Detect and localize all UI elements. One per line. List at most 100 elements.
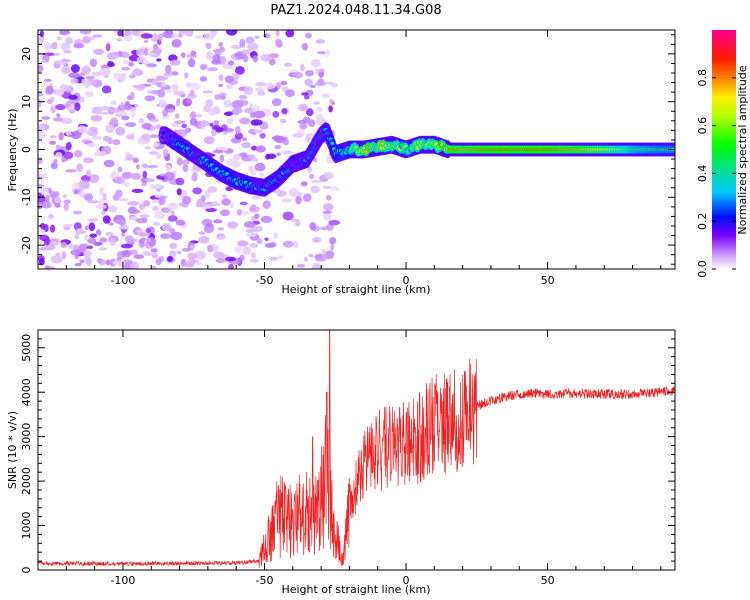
heatmap-speckle bbox=[98, 247, 107, 251]
y-tick-label: -10 bbox=[20, 188, 33, 206]
heatmap-speckle bbox=[226, 30, 238, 36]
heatmap-speckle bbox=[78, 180, 90, 189]
heatmap-speckle bbox=[114, 176, 126, 184]
heatmap-speckle bbox=[282, 240, 294, 248]
heatmap-speckle bbox=[323, 172, 334, 180]
heatmap-speckle bbox=[85, 36, 96, 41]
heatmap-speckle bbox=[167, 215, 178, 222]
heatmap-speckle bbox=[110, 117, 119, 125]
heatmap-speckle bbox=[61, 65, 71, 74]
x-tick-label: -50 bbox=[256, 274, 274, 287]
heatmap-speckle bbox=[182, 247, 191, 252]
heatmap-speckle bbox=[242, 246, 251, 255]
snr-frame bbox=[37, 329, 676, 571]
heatmap-speckle bbox=[151, 265, 157, 269]
heatmap-speckle bbox=[284, 62, 293, 67]
heatmap-speckle bbox=[58, 132, 64, 141]
heatmap-speckle bbox=[156, 123, 162, 129]
heatmap-speckle bbox=[54, 196, 61, 203]
heatmap-speckle bbox=[76, 163, 83, 173]
heatmap-speckle bbox=[44, 42, 53, 52]
heatmap-speckle bbox=[257, 91, 266, 96]
heatmap-speckle bbox=[275, 39, 282, 44]
heatmap-speckle bbox=[141, 163, 148, 169]
heatmap-speckle bbox=[99, 187, 105, 196]
heatmap-speckle bbox=[150, 134, 159, 138]
heatmap-speckle bbox=[39, 234, 50, 241]
heatmap-speckle bbox=[73, 150, 83, 158]
heatmap-speckle bbox=[249, 243, 259, 248]
heatmap-speckle bbox=[227, 60, 235, 66]
heatmap-speckle bbox=[241, 137, 248, 142]
colorbar-gradient bbox=[712, 30, 736, 269]
heatmap-speckle bbox=[303, 193, 312, 202]
heatmap-speckle bbox=[63, 202, 69, 212]
heatmap-speckle bbox=[48, 213, 55, 220]
heatmap-speckle bbox=[91, 135, 102, 140]
heatmap-speckle bbox=[272, 110, 280, 118]
heatmap-speckle bbox=[207, 67, 219, 72]
heatmap-speckle bbox=[253, 110, 266, 119]
heatmap-speckle bbox=[322, 210, 332, 214]
heatmap-speckle bbox=[152, 205, 159, 211]
heatmap-speckle bbox=[56, 36, 62, 41]
heatmap-speckle bbox=[115, 126, 126, 136]
heatmap-speckle bbox=[50, 255, 63, 264]
heatmap-speckle bbox=[315, 257, 327, 262]
heatmap-speckle bbox=[138, 242, 145, 248]
heatmap-speckle bbox=[74, 233, 80, 240]
heatmap-speckle bbox=[83, 250, 93, 257]
heatmap-speckle bbox=[126, 95, 132, 101]
heatmap-speckle bbox=[105, 43, 111, 52]
heatmap-speckle bbox=[300, 181, 308, 187]
heatmap-speckle bbox=[84, 234, 89, 241]
heatmap-speckle bbox=[304, 78, 313, 87]
heatmap-speckle bbox=[189, 118, 198, 126]
heatmap-speckle bbox=[213, 251, 225, 259]
spectrogram-heatmap bbox=[38, 30, 675, 269]
x-tick-label: 0 bbox=[403, 574, 410, 587]
heatmap-speckle bbox=[303, 94, 310, 100]
heatmap-speckle bbox=[249, 259, 259, 263]
heatmap-speckle bbox=[156, 151, 161, 160]
heatmap-speckle bbox=[152, 142, 160, 148]
heatmap-speckle bbox=[214, 94, 222, 101]
heatmap-speckle bbox=[281, 108, 288, 115]
heatmap-speckle bbox=[276, 152, 282, 156]
heatmap-speckle bbox=[198, 235, 210, 244]
heatmap-speckle bbox=[108, 108, 120, 113]
heatmap-speckle bbox=[326, 195, 332, 201]
heatmap-speckle bbox=[38, 40, 44, 47]
heatmap-speckle bbox=[131, 188, 144, 193]
heatmap-speckle bbox=[189, 89, 195, 97]
heatmap-speckle bbox=[321, 248, 326, 253]
y-tick-label: 3000 bbox=[20, 423, 33, 451]
heatmap-speckle bbox=[109, 238, 116, 246]
heatmap-speckle bbox=[142, 250, 149, 254]
heatmap-speckle bbox=[213, 120, 219, 126]
heatmap-speckle bbox=[72, 210, 82, 215]
heatmap-speckle bbox=[121, 66, 131, 71]
heatmap-speckle bbox=[178, 30, 186, 36]
heatmap-speckle bbox=[62, 59, 72, 63]
heatmap-speckle bbox=[62, 194, 67, 199]
heatmap-speckle bbox=[38, 130, 46, 139]
heatmap-speckle bbox=[274, 145, 282, 150]
heatmap-speckle bbox=[212, 149, 224, 154]
heatmap-speckle bbox=[235, 125, 241, 135]
heatmap-speckle bbox=[255, 82, 266, 87]
heatmap-speckle bbox=[297, 120, 307, 124]
heatmap-speckle bbox=[211, 129, 217, 137]
heatmap-speckle bbox=[87, 237, 97, 244]
heatmap-speckle bbox=[74, 102, 81, 111]
heatmap-speckle bbox=[325, 81, 334, 85]
heatmap-speckle bbox=[99, 67, 112, 76]
heatmap-speckle bbox=[207, 186, 218, 193]
heatmap-speckle bbox=[99, 237, 107, 243]
heatmap-speckle bbox=[248, 154, 256, 160]
heatmap-speckle bbox=[265, 153, 271, 160]
heatmap-speckle bbox=[209, 122, 214, 127]
heatmap-speckle bbox=[282, 150, 293, 155]
heatmap-speckle bbox=[218, 235, 226, 240]
